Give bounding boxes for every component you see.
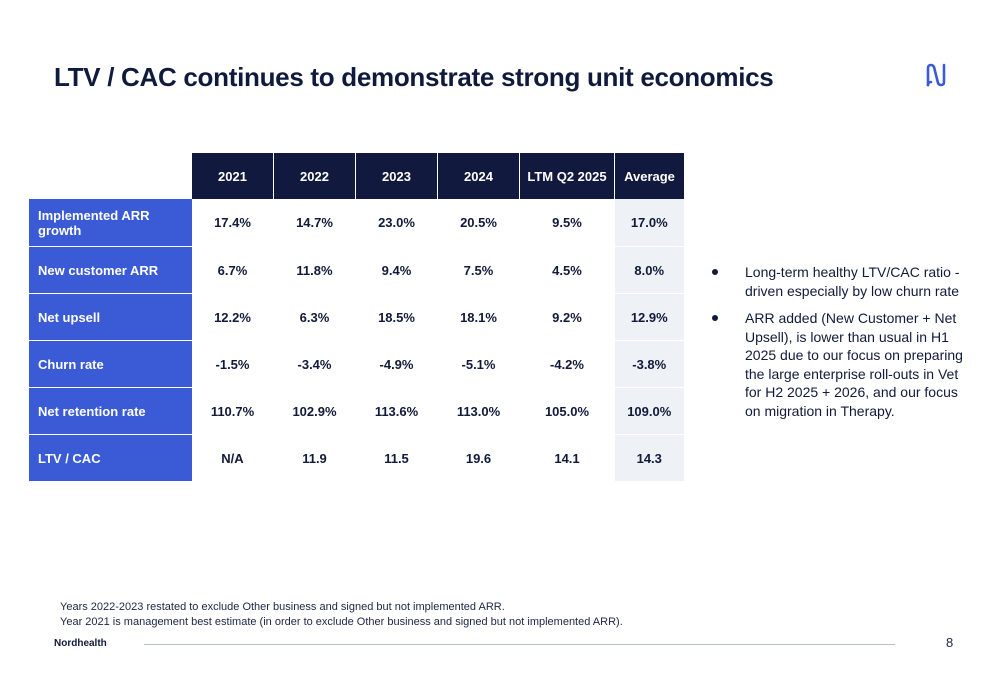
- table-cell: 17.4%: [191, 199, 274, 247]
- table-cell: -1.5%: [191, 340, 274, 388]
- table-cell: 102.9%: [273, 387, 356, 435]
- table-cell: 9.5%: [519, 199, 615, 247]
- table-cell: 14.1: [519, 434, 615, 482]
- table-row: Implemented ARR growth 17.4% 14.7% 23.0%…: [29, 199, 684, 247]
- table-cell: 6.3%: [273, 293, 356, 341]
- page-number: 8: [946, 635, 954, 650]
- row-label: Churn rate: [29, 340, 192, 388]
- row-label: New customer ARR: [29, 246, 192, 294]
- table-cell: -4.9%: [355, 340, 438, 388]
- bullet-dot-icon: [712, 315, 718, 321]
- table-cell: 11.5: [355, 434, 438, 482]
- nordhealth-logo-icon: [926, 63, 946, 87]
- table-cell: 9.2%: [519, 293, 615, 341]
- table-cell: 20.5%: [437, 199, 520, 247]
- table-cell: 19.6: [437, 434, 520, 482]
- average-cell: 109.0%: [614, 387, 684, 435]
- average-cell: -3.8%: [614, 340, 684, 388]
- table-header-row: 2021 2022 2023 2024 LTM Q2 2025 Average: [29, 153, 684, 199]
- table-cell: 105.0%: [519, 387, 615, 435]
- table-cell: 4.5%: [519, 246, 615, 294]
- bullet-item: ARR added (New Customer + Net Upsell), i…: [712, 309, 977, 420]
- table-cell: N/A: [191, 434, 274, 482]
- average-cell: 14.3: [614, 434, 684, 482]
- page-title: LTV / CAC continues to demonstrate stron…: [54, 62, 774, 92]
- table-cell: 12.2%: [191, 293, 274, 341]
- table-corner: [29, 153, 192, 199]
- footnote: Year 2021 is management best estimate (i…: [60, 616, 623, 628]
- row-label: Net upsell: [29, 293, 192, 341]
- row-label: LTV / CAC: [29, 434, 192, 482]
- average-cell: 17.0%: [614, 199, 684, 247]
- row-label: Net retention rate: [29, 387, 192, 435]
- footer-divider: [144, 644, 895, 645]
- table-cell: -5.1%: [437, 340, 520, 388]
- row-label: Implemented ARR growth: [29, 199, 192, 247]
- table-row: Net upsell 12.2% 6.3% 18.5% 18.1% 9.2% 1…: [29, 293, 684, 341]
- footer-brand: Nordhealth: [54, 638, 107, 649]
- table-row: New customer ARR 6.7% 11.8% 9.4% 7.5% 4.…: [29, 246, 684, 294]
- table-cell: 6.7%: [191, 246, 274, 294]
- table-cell: 110.7%: [191, 387, 274, 435]
- bullet-dot-icon: [712, 269, 718, 275]
- table-cell: 113.0%: [437, 387, 520, 435]
- average-cell: 12.9%: [614, 293, 684, 341]
- column-header: 2024: [437, 153, 520, 199]
- table-cell: 23.0%: [355, 199, 438, 247]
- table-row: LTV / CAC N/A 11.9 11.5 19.6 14.1 14.3: [29, 434, 684, 482]
- metrics-table: 2021 2022 2023 2024 LTM Q2 2025 Average …: [29, 153, 684, 482]
- bullet-text: ARR added (New Customer + Net Upsell), i…: [745, 310, 963, 419]
- table-cell: -3.4%: [273, 340, 356, 388]
- bullet-text: Long-term healthy LTV/CAC ratio - driven…: [745, 264, 960, 299]
- table-cell: -4.2%: [519, 340, 615, 388]
- table-row: Churn rate -1.5% -3.4% -4.9% -5.1% -4.2%…: [29, 340, 684, 388]
- table-cell: 113.6%: [355, 387, 438, 435]
- table-cell: 18.1%: [437, 293, 520, 341]
- table-cell: 11.8%: [273, 246, 356, 294]
- table-cell: 7.5%: [437, 246, 520, 294]
- commentary-list: Long-term healthy LTV/CAC ratio - driven…: [712, 263, 977, 429]
- column-header: 2022: [273, 153, 356, 199]
- table-cell: 9.4%: [355, 246, 438, 294]
- column-header: 2021: [191, 153, 274, 199]
- average-cell: 8.0%: [614, 246, 684, 294]
- footnotes: Years 2022-2023 restated to exclude Othe…: [60, 600, 623, 630]
- column-header: LTM Q2 2025: [519, 153, 615, 199]
- table-cell: 18.5%: [355, 293, 438, 341]
- bullet-item: Long-term healthy LTV/CAC ratio - driven…: [712, 263, 977, 300]
- footnote: Years 2022-2023 restated to exclude Othe…: [60, 601, 505, 613]
- table-cell: 11.9: [273, 434, 356, 482]
- column-header: 2023: [355, 153, 438, 199]
- column-header: Average: [614, 153, 684, 199]
- table-row: Net retention rate 110.7% 102.9% 113.6% …: [29, 387, 684, 435]
- table-cell: 14.7%: [273, 199, 356, 247]
